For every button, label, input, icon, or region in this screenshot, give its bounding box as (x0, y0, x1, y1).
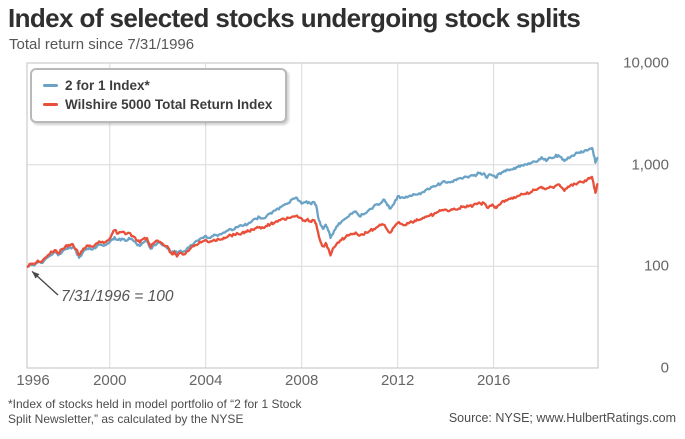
y-axis-label-10000: 10,000 (623, 54, 669, 72)
annotation-arrowhead-icon (32, 271, 40, 279)
y-axis-label-0: 0 (660, 359, 669, 377)
x-axis-label-2012: 2012 (380, 372, 415, 389)
footnote: *Index of stocks held in model portfolio… (8, 397, 301, 427)
annotation-label: 7/31/1996 = 100 (61, 288, 174, 305)
x-axis-label-2016: 2016 (476, 372, 511, 389)
footnote-line-2: Split Newsletter,” as calculated by the … (8, 412, 244, 426)
source-text: Source: NYSE; www.HulbertRatings.com (448, 411, 676, 425)
legend: 2 for 1 Index* Wilshire 5000 Total Retur… (30, 68, 288, 123)
series-line-wilshire (26, 175, 599, 268)
page-subtitle: Total return since 7/31/1996 (9, 36, 195, 53)
x-axis-label-2004: 2004 (189, 372, 223, 389)
legend-swatch-red-icon (43, 102, 58, 107)
x-axis-label-2008: 2008 (285, 372, 319, 389)
legend-label-2for1: 2 for 1 Index* (65, 78, 150, 93)
legend-label-wilshire: Wilshire 5000 Total Return Index (65, 97, 273, 112)
x-axis-label-1996: 1996 (16, 372, 50, 389)
page-title: Index of selected stocks undergoing stoc… (8, 3, 581, 33)
footnote-line-1: *Index of stocks held in model portfolio… (8, 397, 302, 411)
series-line-2for1 (26, 146, 599, 268)
y-axis-label-100: 100 (643, 257, 669, 275)
legend-item-2for1: 2 for 1 Index* (43, 76, 272, 95)
legend-item-wilshire: Wilshire 5000 Total Return Index (43, 95, 272, 114)
x-axis-label-2000: 2000 (93, 372, 127, 389)
legend-swatch-blue-icon (43, 83, 58, 88)
plot-border (26, 62, 599, 369)
y-axis-label-1000: 1,000 (631, 156, 669, 174)
